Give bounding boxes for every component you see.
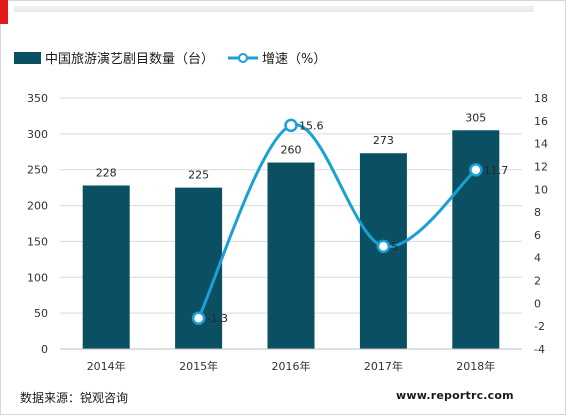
y-left-tick-label: 100 — [27, 271, 48, 284]
y-right-tick-label: 6 — [534, 229, 541, 242]
y-right-tick-label: 2 — [534, 275, 541, 288]
bar-value-label: 305 — [465, 111, 486, 124]
y-right-tick-label: 0 — [534, 297, 541, 310]
source-note: 数据来源：锐观咨询 — [20, 391, 129, 405]
y-right-tick-label: 18 — [534, 92, 548, 105]
y-right-tick-label: -4 — [534, 343, 545, 356]
bar — [82, 185, 130, 349]
growth-point — [191, 311, 206, 325]
header-stripe — [14, 6, 534, 12]
y-left-tick-label: 350 — [27, 92, 48, 105]
bar-value-label: 225 — [188, 169, 209, 182]
legend-item-line: 增速（%） — [228, 48, 326, 67]
growth-point — [284, 118, 298, 133]
growth-point — [469, 163, 483, 177]
y-right-tick-label: 12 — [534, 160, 548, 173]
y-right-tick-label: 8 — [534, 206, 541, 219]
bar-value-label: 273 — [373, 134, 394, 147]
y-right-tick-label: 4 — [534, 252, 541, 265]
site-url: www.reportrc.com — [396, 389, 514, 402]
legend-bar-swatch — [14, 51, 41, 64]
red-corner-mark — [0, 0, 8, 24]
growth-value-label: -1.3 — [207, 312, 228, 325]
bar — [267, 162, 315, 349]
y-left-tick-label: 50 — [34, 307, 48, 320]
growth-value-label: 15.6 — [299, 119, 324, 132]
legend-line-swatch — [228, 52, 258, 63]
y-left-tick-label: 0 — [41, 343, 48, 356]
growth-point — [376, 239, 391, 254]
bar-value-label: 260 — [281, 144, 302, 157]
x-tick-label: 2018年 — [456, 359, 495, 373]
y-right-tick-label: -2 — [534, 320, 545, 333]
legend-bar-label: 中国旅游演艺剧目数量（台） — [45, 52, 215, 67]
legend-item-bar: 中国旅游演艺剧目数量（台） — [14, 48, 214, 67]
y-left-tick-label: 300 — [27, 128, 48, 141]
y-left-tick-label: 150 — [27, 235, 48, 248]
growth-value-label: 11.7 — [484, 164, 509, 177]
x-tick-label: 2014年 — [87, 359, 126, 373]
x-tick-label: 2017年 — [364, 359, 403, 373]
growth-value-label: 5 — [391, 240, 398, 253]
x-tick-label: 2016年 — [272, 359, 311, 373]
y-left-tick-label: 200 — [27, 200, 48, 213]
y-right-tick-label: 10 — [534, 183, 548, 196]
growth-line — [197, 123, 477, 319]
y-left-tick-label: 250 — [27, 164, 48, 177]
bar-value-label: 228 — [96, 166, 117, 179]
y-right-tick-label: 14 — [534, 138, 548, 151]
y-right-tick-label: 16 — [534, 115, 548, 128]
x-tick-label: 2015年 — [179, 359, 218, 373]
legend-line-label: 增速（%） — [262, 52, 327, 67]
